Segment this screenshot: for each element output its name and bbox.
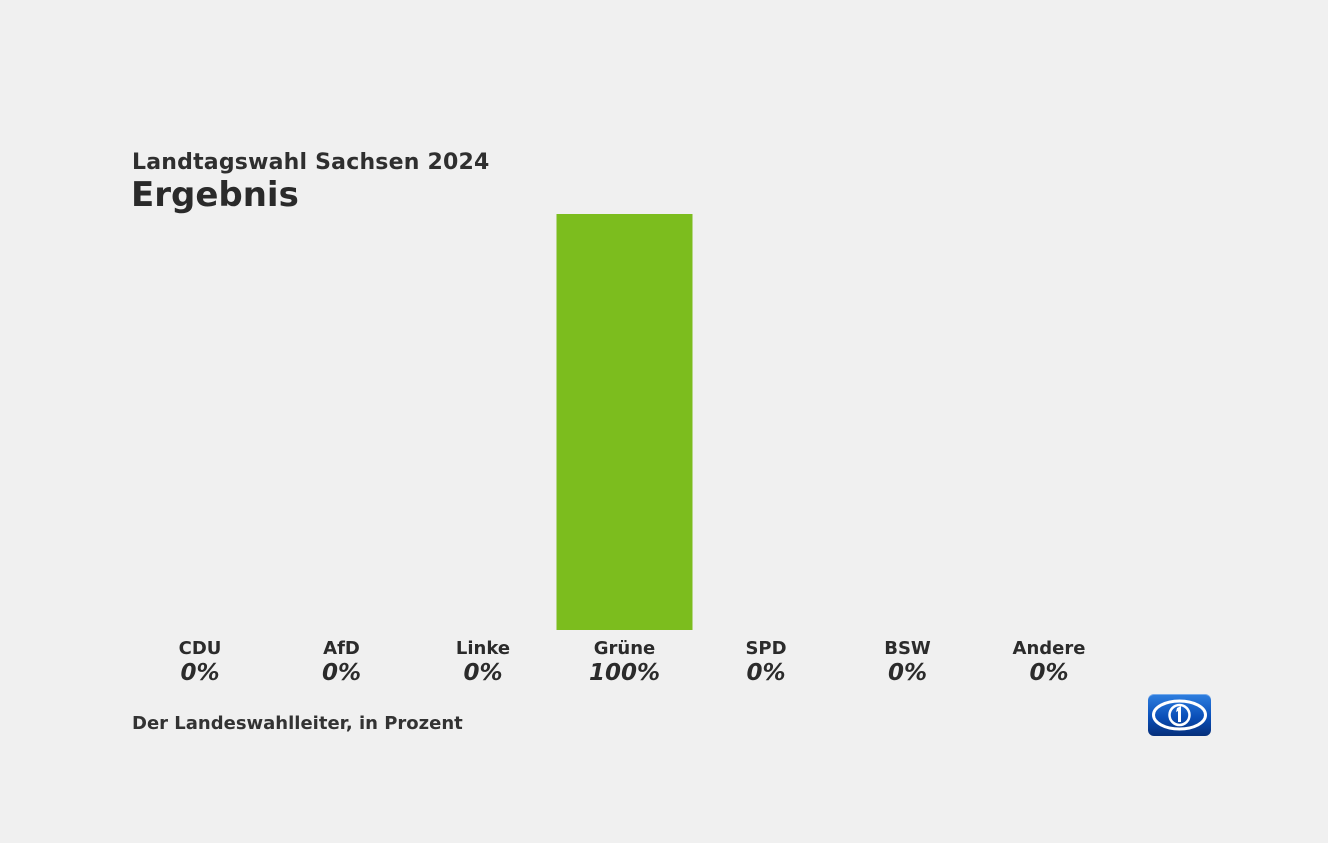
chart-subtitle: Landtagswahl Sachsen 2024: [132, 150, 490, 175]
source-note: Der Landeswahlleiter, in Prozent: [132, 713, 463, 734]
value-label: 0%: [746, 660, 785, 686]
ard-das-erste-logo-icon: [1148, 694, 1211, 736]
value-label: 0%: [463, 660, 502, 686]
value-label: 0%: [1029, 660, 1068, 686]
value-label: 0%: [180, 660, 219, 686]
category-label: BSW: [884, 638, 931, 659]
category-label: AfD: [323, 638, 360, 659]
category-label: SPD: [745, 638, 786, 659]
category-label: CDU: [179, 638, 222, 659]
value-label: 100%: [589, 660, 660, 686]
value-label: 0%: [322, 660, 361, 686]
category-label: Grüne: [594, 638, 656, 659]
value-label: 0%: [888, 660, 927, 686]
bar-grüne: [556, 214, 693, 630]
chart-title: Ergebnis: [131, 175, 299, 215]
category-label: Andere: [1013, 638, 1086, 659]
category-label: Linke: [456, 638, 510, 659]
